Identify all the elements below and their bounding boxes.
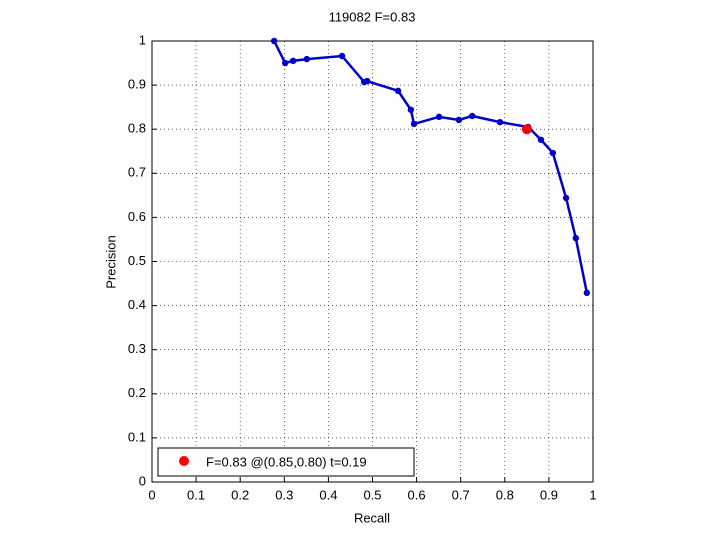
x-tick-label: 0 (148, 487, 155, 502)
legend-box (157, 447, 415, 477)
point (496, 118, 504, 126)
y-tick-label: 0.7 (128, 165, 146, 180)
x-tick-label: 0.4 (319, 487, 337, 502)
point (583, 289, 591, 297)
point (407, 106, 415, 113)
point (281, 59, 289, 67)
legend-label: F=0.83 @(0.85,0.80) t=0.19 (206, 454, 367, 469)
y-tick-label: 0.2 (128, 385, 146, 400)
x-tick-label: 0.6 (408, 487, 426, 502)
point (537, 136, 545, 143)
point (572, 234, 580, 242)
y-axis-label: Precision (103, 235, 118, 288)
x-tick-label: 0.9 (540, 487, 558, 502)
y-tick-label: 0.6 (128, 209, 146, 224)
point (364, 77, 371, 85)
y-tick-label: 0.4 (128, 297, 146, 312)
point (468, 112, 476, 120)
point (394, 87, 402, 95)
plot-frame (151, 40, 594, 483)
y-tick-label: 0.5 (128, 253, 146, 268)
point (270, 37, 278, 45)
x-tick-label: 1 (589, 487, 596, 502)
point (435, 113, 443, 121)
x-tick-label: 0.8 (496, 487, 514, 502)
point (289, 57, 297, 65)
y-tick-label: 0.1 (128, 429, 146, 444)
point (562, 194, 570, 202)
point (549, 149, 557, 157)
y-tick-label: 0.9 (128, 77, 146, 92)
x-axis-label: Recall (354, 510, 390, 525)
x-tick-label: 0.3 (275, 487, 293, 502)
point (338, 52, 346, 60)
y-tick-label: 0.8 (128, 121, 146, 136)
legend-marker (179, 456, 189, 466)
best-point (521, 124, 532, 135)
y-tick-label: 0 (139, 473, 146, 488)
point (455, 116, 463, 124)
x-tick-label: 0.5 (363, 487, 381, 502)
x-tick-label: 0.7 (452, 487, 470, 502)
x-tick-label: 0.1 (187, 487, 205, 502)
y-tick-label: 1 (139, 32, 146, 47)
point (303, 55, 310, 63)
y-tick-label: 0.3 (128, 341, 146, 356)
point (410, 120, 418, 128)
x-tick-label: 0.2 (231, 487, 249, 502)
chart-title: 119082 F=0.83 (329, 9, 416, 24)
